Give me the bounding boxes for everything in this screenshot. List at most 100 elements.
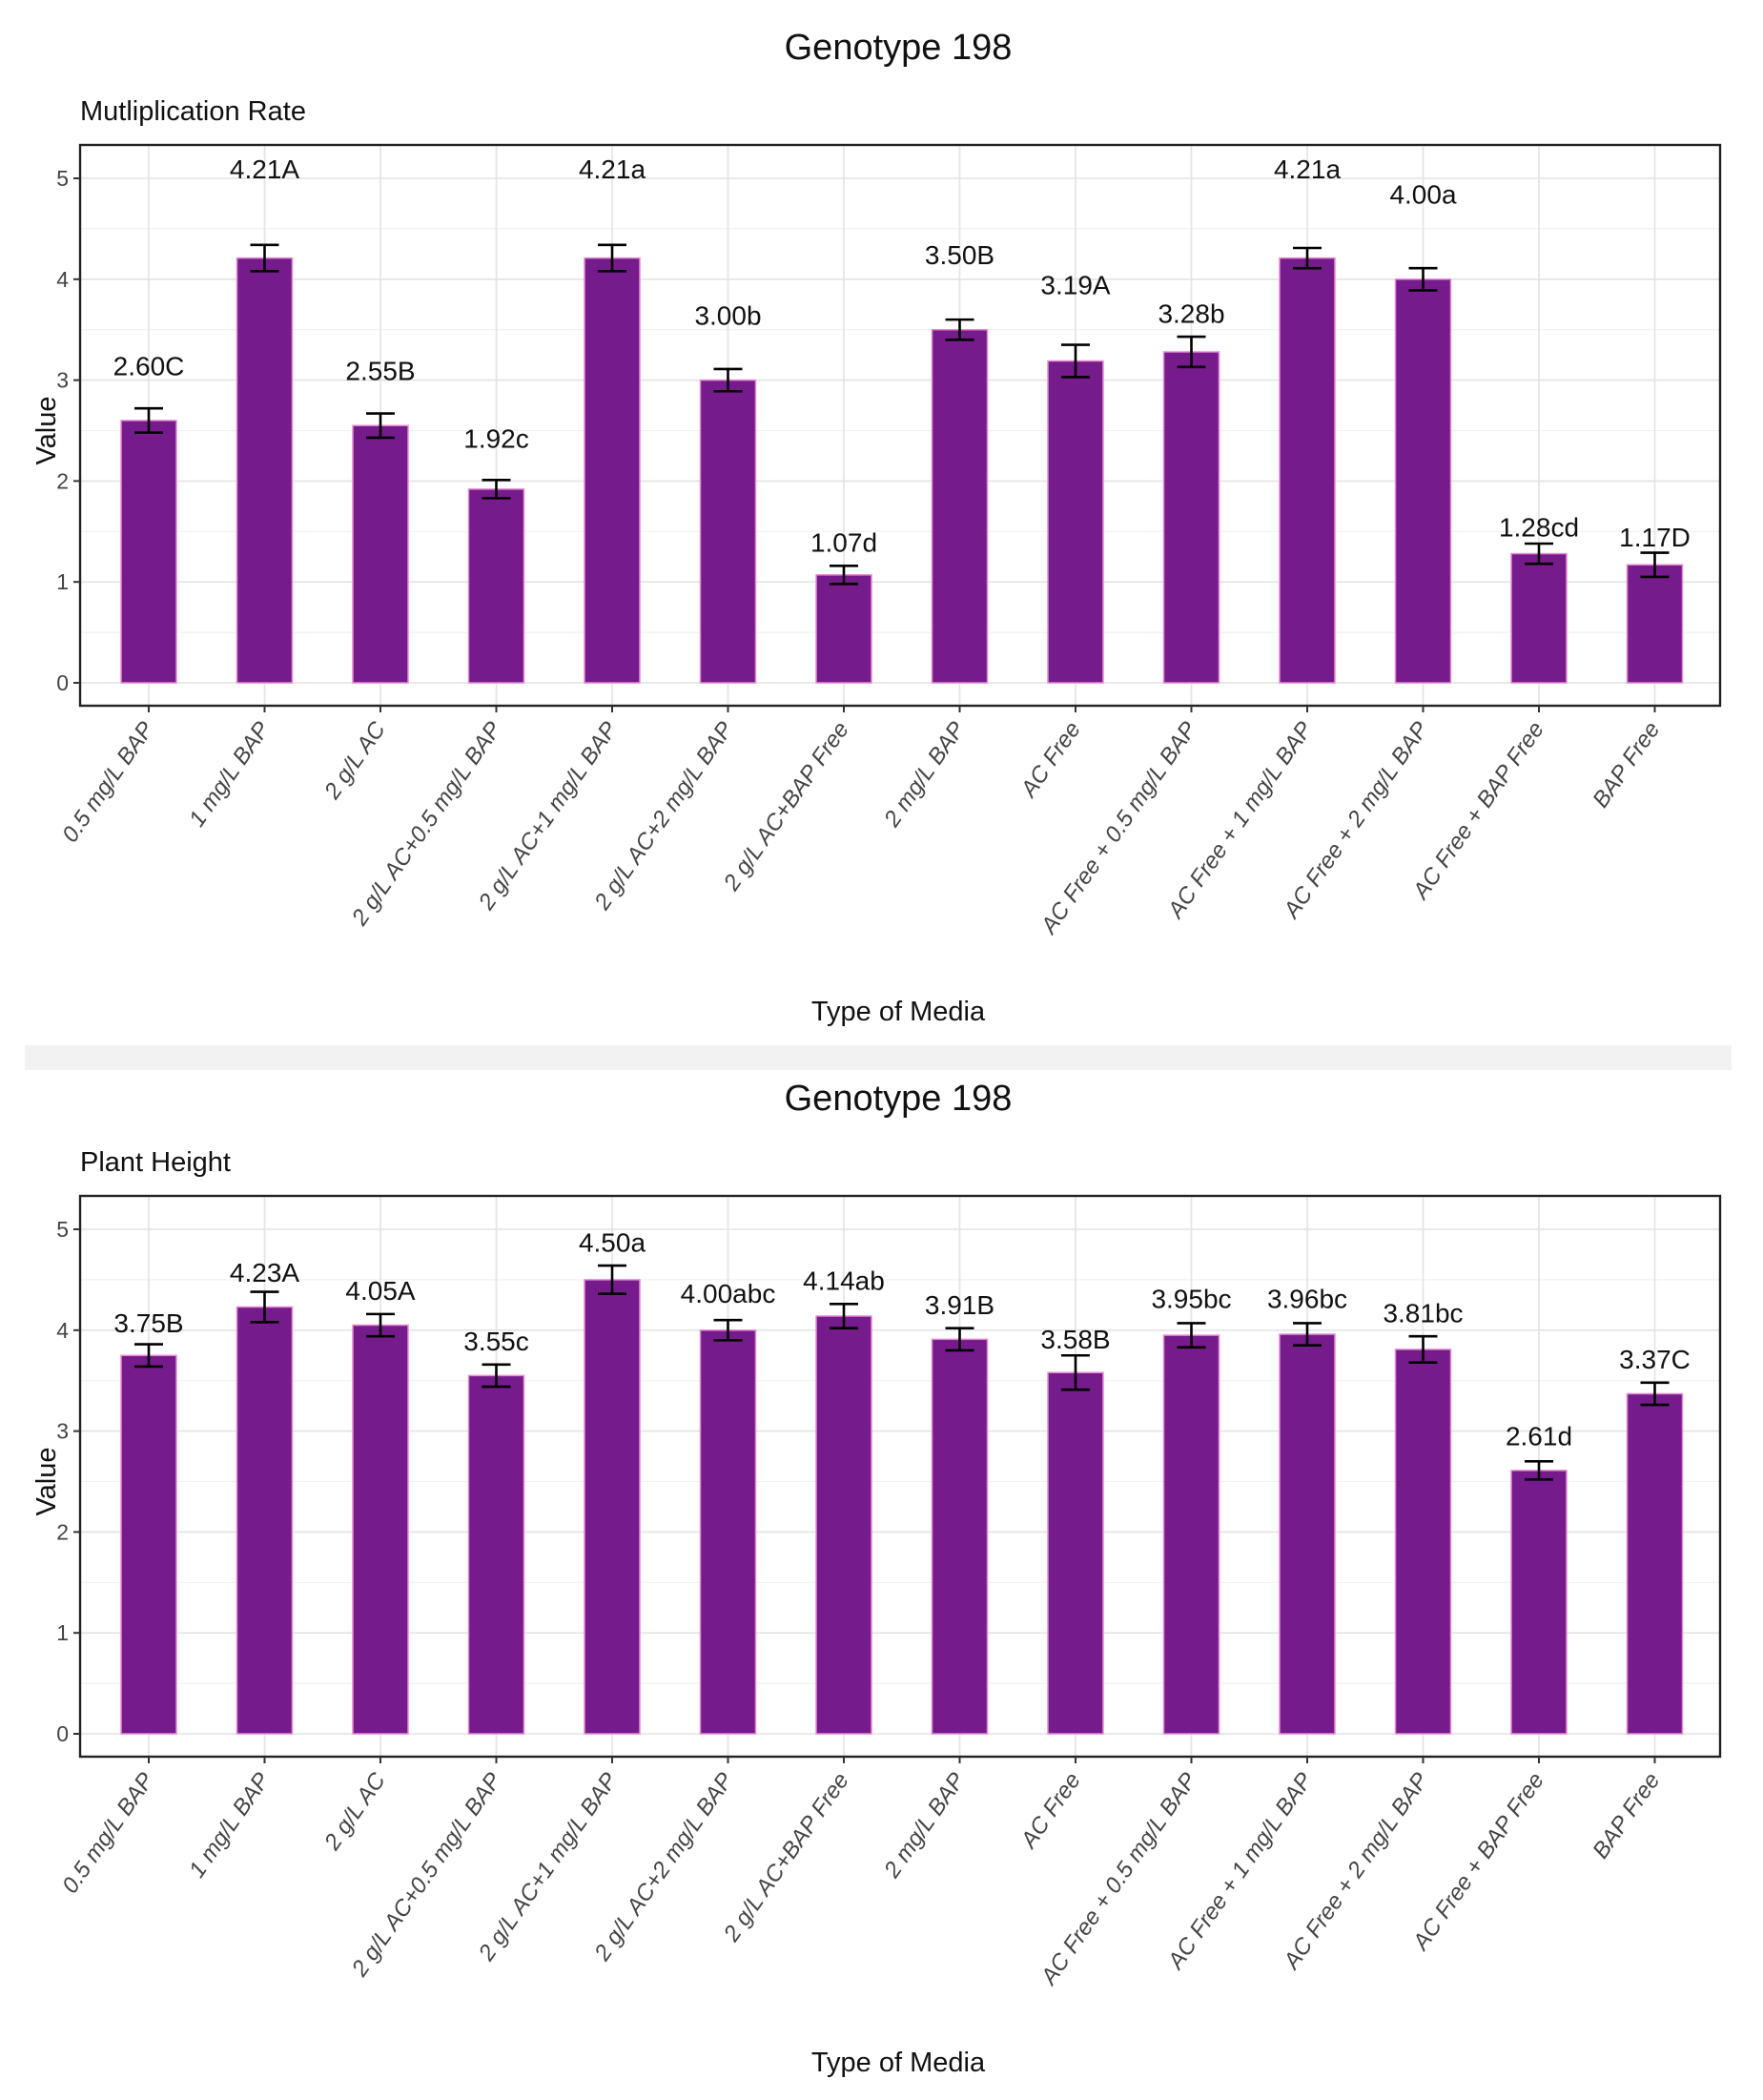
error-bar (945, 318, 974, 341)
error-bar (1640, 1381, 1670, 1407)
bar (1394, 278, 1452, 684)
bar-value-label: 3.95bc (1151, 1285, 1231, 1314)
error-bar (598, 1264, 626, 1296)
y-axis-ticks: 0 1 2 3 4 5 (56, 166, 80, 695)
x-tick-label: BAP Free (1588, 1768, 1665, 1863)
bar-value-label: 1.17D (1619, 523, 1691, 552)
bar-value-label: 3.00b (694, 300, 761, 330)
grid (80, 1196, 1720, 1757)
x-tick-label: 2 mg/L BAP (879, 1768, 971, 1884)
x-tick-label: 0.5 mg/L BAP (57, 717, 159, 847)
bar (1279, 257, 1336, 684)
y-tick-label: 0 (56, 1721, 69, 1746)
error-bar (945, 1327, 974, 1352)
bar (699, 379, 757, 684)
bar (1626, 1392, 1684, 1735)
error-bar (1525, 542, 1553, 566)
x-tick-label: AC Free (1015, 1768, 1086, 1854)
bar-value-label: 3.81bc (1383, 1298, 1463, 1328)
error-bar (713, 1318, 743, 1342)
error-bar (1177, 1322, 1206, 1349)
bar-value-label: 2.61d (1506, 1421, 1572, 1451)
bar-value-label: 4.21a (579, 154, 646, 184)
x-axis-label: Type of Media (811, 2048, 986, 2078)
bar-value-label: 2.55B (345, 357, 415, 386)
chart-title: Genotype 198 (785, 1079, 1013, 1119)
error-bar (1640, 551, 1670, 579)
chart-multiplication-rate: Genotype 198 Mutliplication Rate 2.60C 4.21… (31, 28, 1722, 1027)
bar (931, 328, 989, 684)
bar (815, 1315, 872, 1735)
bar (467, 488, 525, 684)
bar-value-label: 1.92c (463, 423, 529, 453)
error-bar (482, 1363, 511, 1389)
error-bar (250, 243, 279, 273)
error-bar (1061, 343, 1090, 379)
bar (236, 1306, 294, 1735)
figure-separator (25, 1045, 1732, 1070)
y-tick-label: 4 (56, 267, 69, 292)
x-tick-label: 1 mg/L BAP (184, 717, 275, 832)
error-bar (830, 1302, 858, 1329)
y-tick-label: 1 (56, 1620, 69, 1645)
y-tick-label: 2 (56, 468, 69, 493)
bar (1162, 1334, 1220, 1735)
bar (584, 1279, 641, 1735)
bar (1279, 1333, 1336, 1735)
bar (1626, 564, 1684, 684)
bars: 2.60C 4.21A 2.55B 1.92c 4.21a 3.00b 1.07d 3.50B… (113, 154, 1691, 684)
error-bar (250, 1290, 279, 1324)
error-bar (598, 243, 626, 273)
error-bar (134, 406, 163, 434)
bar (120, 1354, 177, 1735)
bar-value-label: 3.37C (1619, 1345, 1691, 1374)
bar-value-label: 1.28cd (1499, 513, 1579, 543)
x-tick-label: 2 g/L AC+BAP Free (718, 717, 854, 896)
x-tick-label: 2 g/L AC (318, 1767, 391, 1855)
y-axis-ticks: 0 1 2 3 4 5 (56, 1217, 80, 1746)
bar-value-label: 3.50B (925, 240, 994, 270)
bar-value-label: 1.07d (810, 527, 877, 557)
bar (815, 574, 872, 684)
x-tick-label: AC Free + BAP Free (1407, 1768, 1549, 1956)
bar (120, 420, 177, 684)
bar-value-label: 3.55c (463, 1327, 529, 1356)
bar (1047, 1371, 1104, 1735)
y-tick-label: 5 (56, 1217, 69, 1242)
bar-value-label: 4.14ab (803, 1266, 885, 1295)
bar-value-label: 4.21A (230, 154, 299, 184)
bar (236, 257, 294, 684)
bar-value-label: 4.00abc (681, 1279, 776, 1308)
x-tick-label: 2 mg/L BAP (879, 717, 971, 833)
bar (1047, 360, 1104, 684)
error-bar (1293, 1322, 1322, 1347)
y-tick-label: 2 (56, 1519, 69, 1544)
bar-value-label: 2.60C (113, 351, 185, 381)
error-bar (1408, 1334, 1438, 1364)
error-bar (134, 1343, 163, 1369)
bar (1510, 1470, 1568, 1735)
error-bar (1525, 1460, 1553, 1481)
bar (699, 1329, 757, 1735)
x-tick-label: 2 g/L AC+BAP Free (718, 1768, 854, 1947)
bar-value-label: 3.58B (1040, 1325, 1110, 1354)
bar (1510, 552, 1568, 684)
bar (467, 1374, 525, 1735)
y-tick-label: 5 (56, 166, 69, 191)
y-tick-label: 3 (56, 368, 69, 393)
x-tick-label: BAP Free (1588, 717, 1665, 813)
bar (352, 424, 409, 684)
error-bar (1177, 335, 1206, 369)
y-tick-label: 1 (56, 569, 69, 594)
error-bar (482, 479, 511, 500)
x-tick-label: 2 g/L AC (318, 716, 391, 804)
y-axis-label: Value (31, 396, 62, 464)
bar-value-label: 3.28b (1158, 299, 1224, 328)
bars: 3.75B 4.23A 4.05A 3.55c 4.50a 4.00abc 4.14ab 3.… (113, 1227, 1691, 1735)
bar-value-label: 4.05A (345, 1276, 415, 1306)
chart-subtitle: Mutliplication Rate (80, 96, 306, 127)
y-tick-label: 4 (56, 1318, 69, 1343)
y-tick-label: 3 (56, 1419, 69, 1444)
error-bar (1293, 246, 1322, 270)
